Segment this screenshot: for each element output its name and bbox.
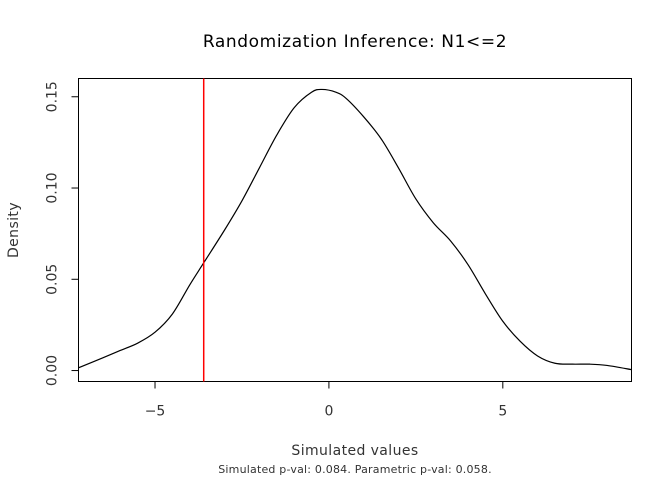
x-axis: −5 0 5 (145, 381, 507, 420)
x-tick-label: 0 (324, 404, 333, 420)
y-tick-label: 0.00 (45, 355, 61, 386)
plot-area (78, 78, 632, 382)
density-curve (78, 88, 632, 371)
y-tick-label: 0.05 (45, 264, 61, 295)
y-tick-label: 0.15 (45, 81, 61, 112)
x-tick-label: −5 (145, 404, 166, 420)
chart-subtitle: Simulated p-val: 0.084. Parametric p-val… (218, 463, 492, 476)
plot-frame (78, 78, 632, 382)
y-axis: 0.00 0.05 0.10 0.15 (45, 81, 79, 386)
y-axis-label: Density (6, 202, 22, 258)
y-tick-label: 0.10 (45, 172, 61, 203)
chart-title: Randomization Inference: N1<=2 (203, 32, 507, 52)
x-tick-label: 5 (498, 404, 507, 420)
x-axis-label: Simulated values (291, 443, 418, 459)
